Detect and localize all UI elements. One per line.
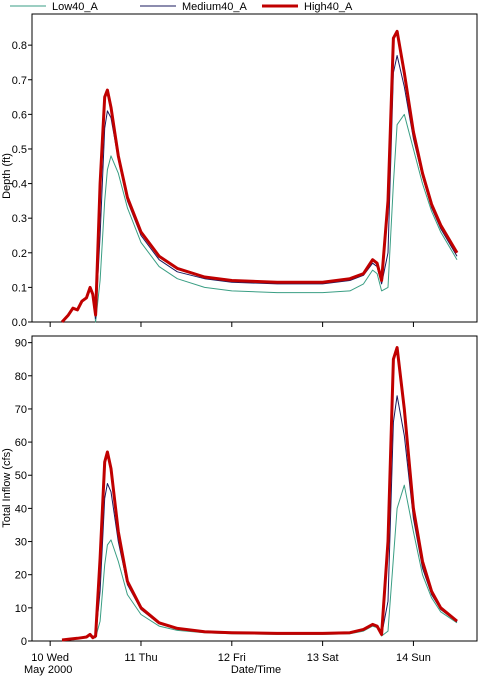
y-tick-label: 90 <box>15 338 27 350</box>
x-tick-label: 13 Sat <box>307 652 339 664</box>
y-tick-label: 0.3 <box>12 213 27 225</box>
legend-label: Low40_A <box>52 1 99 13</box>
legend-label: High40_A <box>304 1 353 13</box>
x-axis-label: Date/Time <box>231 664 281 676</box>
y-tick-label: 80 <box>15 371 27 383</box>
y-tick-label: 20 <box>15 570 27 582</box>
y-tick-label: 0.2 <box>12 248 27 260</box>
plot-frame <box>31 13 478 323</box>
y-axis-label: Depth (ft) <box>1 153 13 199</box>
series-line <box>60 29 459 324</box>
series-line <box>61 346 458 642</box>
y-tick-label: 40 <box>15 503 27 515</box>
plot-frame <box>31 335 478 642</box>
y-tick-label: 30 <box>15 537 27 549</box>
y-tick-label: 0 <box>21 636 27 648</box>
legend-label: Medium40_A <box>182 1 247 13</box>
y-tick-label: 0.0 <box>12 317 27 329</box>
x-sublabel: May 2000 <box>24 664 72 676</box>
y-tick-label: 60 <box>15 437 27 449</box>
y-tick-label: 0.5 <box>12 144 27 156</box>
y-tick-label: 0.6 <box>12 109 27 121</box>
x-tick-label: 10 Wed <box>31 652 69 664</box>
series-line <box>61 395 458 641</box>
y-tick-label: 0.7 <box>12 75 27 87</box>
x-tick-label: 14 Sun <box>396 652 431 664</box>
y-tick-label: 0.4 <box>12 179 27 191</box>
series-line <box>61 484 458 641</box>
x-tick-label: 12 Fri <box>218 652 246 664</box>
series-line <box>61 113 458 323</box>
y-tick-label: 10 <box>15 603 27 615</box>
y-tick-label: 0.1 <box>12 282 27 294</box>
y-tick-label: 50 <box>15 470 27 482</box>
y-tick-label: 70 <box>15 404 27 416</box>
x-tick-label: 11 Thu <box>124 652 157 664</box>
y-tick-label: 0.8 <box>12 40 27 52</box>
y-axis-label: Total Inflow (cfs) <box>1 448 13 527</box>
